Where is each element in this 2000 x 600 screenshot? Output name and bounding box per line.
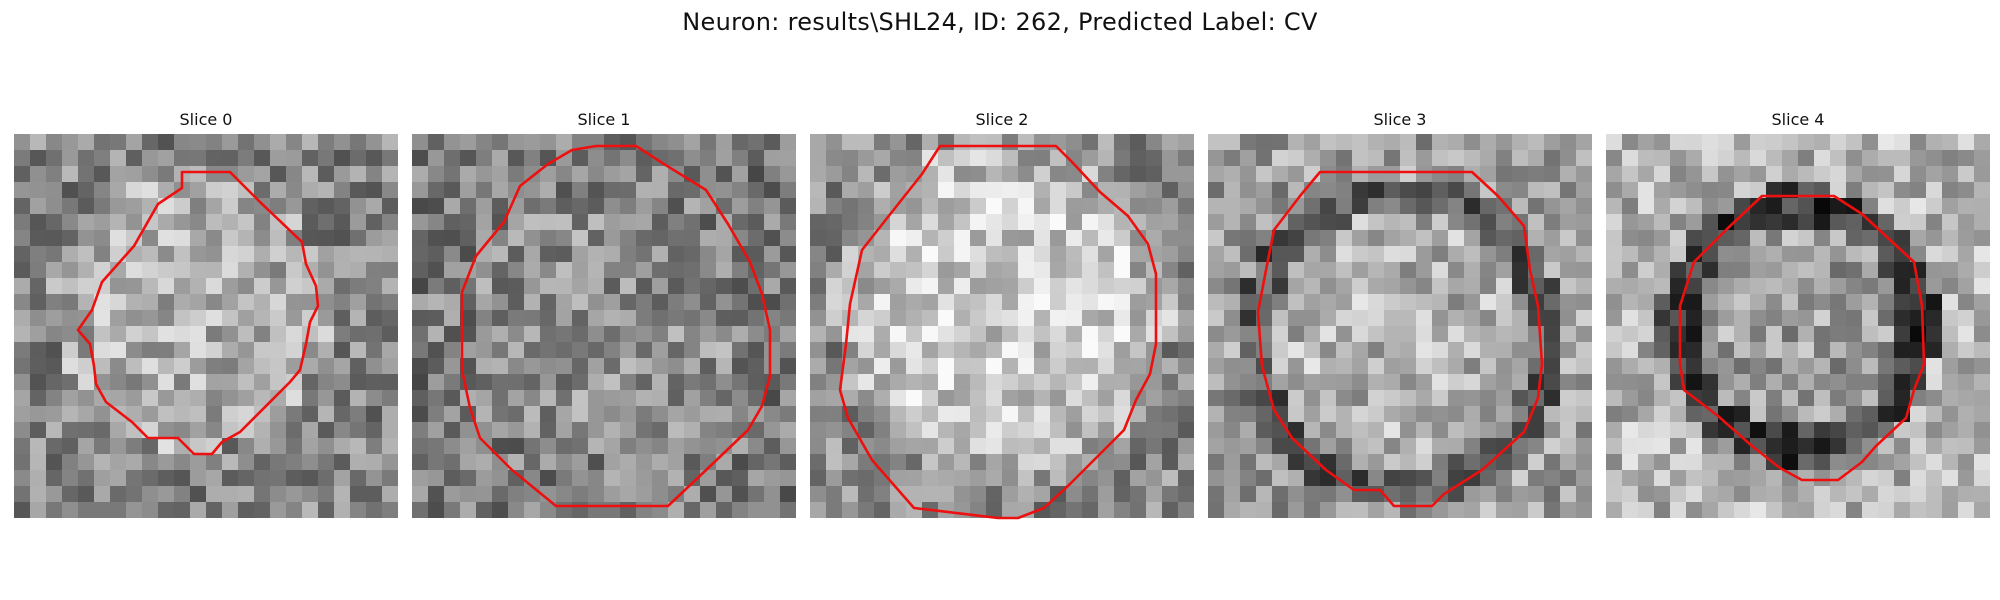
slice-title: Slice 3 xyxy=(1373,110,1427,129)
segmentation-contour xyxy=(460,144,772,508)
slice-image-3 xyxy=(1208,134,1592,518)
slice-panel-1: Slice 1 xyxy=(412,108,796,518)
slice-image-2 xyxy=(810,134,1194,520)
grayscale-micrograph xyxy=(1208,134,1592,518)
slice-title: Slice 0 xyxy=(179,110,233,129)
grayscale-micrograph xyxy=(810,134,1194,518)
segmentation-contour xyxy=(1678,194,1926,482)
segmentation-contour xyxy=(76,170,320,456)
slice-title: Slice 1 xyxy=(577,110,631,129)
grayscale-micrograph xyxy=(1606,134,1990,518)
slice-title: Slice 2 xyxy=(975,110,1029,129)
segmentation-contour xyxy=(1256,170,1544,508)
slice-image-4 xyxy=(1606,134,1990,518)
segmentation-contour xyxy=(838,144,1158,520)
slice-panel-0: Slice 0 xyxy=(14,108,398,518)
slice-panel-3: Slice 3 xyxy=(1208,108,1592,518)
grayscale-micrograph xyxy=(412,134,796,518)
figure-title: Neuron: results\SHL24, ID: 262, Predicte… xyxy=(682,8,1318,36)
slice-panel-2: Slice 2 xyxy=(810,108,1194,520)
slice-panel-4: Slice 4 xyxy=(1606,108,1990,518)
slice-image-1 xyxy=(412,134,796,518)
slice-title: Slice 4 xyxy=(1771,110,1825,129)
slice-image-0 xyxy=(14,134,398,518)
